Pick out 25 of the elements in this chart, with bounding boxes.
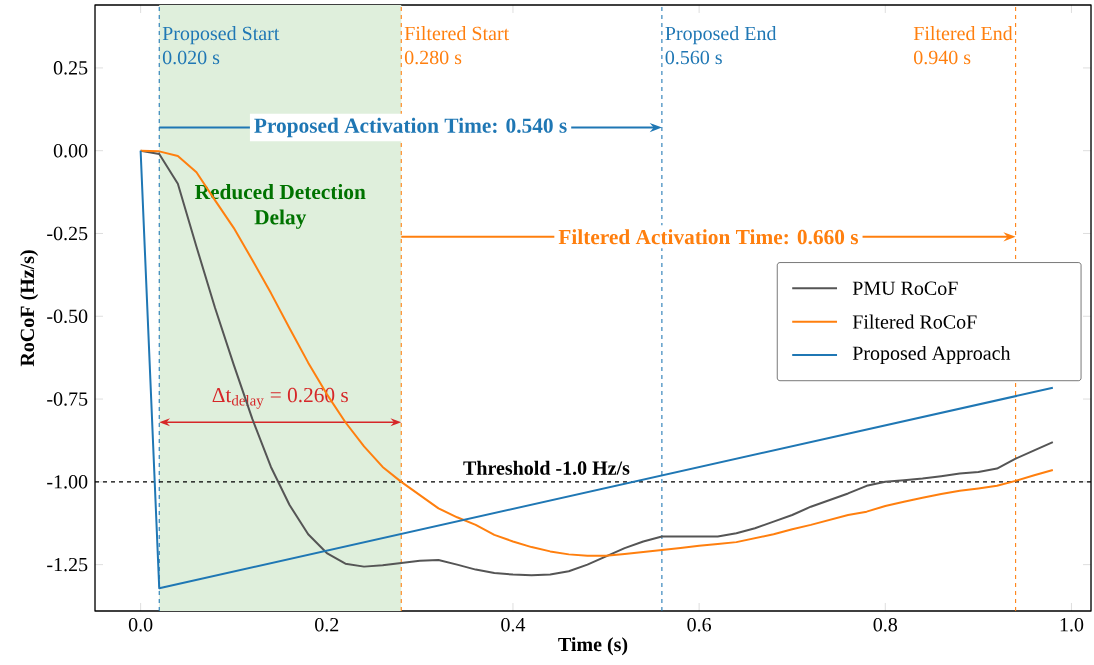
y-tick-label: -0.25: [47, 226, 88, 241]
ref-line-label: Threshold -1.0 Hz/s: [463, 460, 630, 475]
x-tick-label: 0.6: [687, 617, 712, 632]
y-tick-label: -0.50: [47, 309, 88, 324]
y-tick-label: 0.00: [53, 143, 88, 158]
x-tick-label: 0.8: [873, 617, 898, 632]
y-tick-label: -1.00: [47, 475, 88, 489]
ref-line-label: Proposed End 0.560 s: [665, 26, 777, 65]
annotation: Proposed Activation Time: 0.540 s: [254, 117, 567, 138]
y-tick-label: 0.25: [53, 61, 88, 75]
legend-label: PMU RoCoF: [852, 281, 958, 296]
ref-line-label: Filtered Start 0.280 s: [404, 26, 510, 65]
x-tick-label: 1.0: [1060, 617, 1084, 632]
legend-label: Proposed Approach: [852, 345, 1011, 365]
y-tick-label: -0.75: [47, 392, 88, 406]
x-axis-title: Time (s): [558, 637, 628, 656]
legend-label: Filtered RoCoF: [852, 314, 977, 329]
x-tick-label: 0.4: [501, 617, 526, 632]
x-tick-label: 0.0: [128, 617, 153, 632]
y-axis-title: RoCoF (Hz/s): [20, 250, 39, 367]
ref-line-label: Proposed Start 0.020 s: [162, 26, 280, 65]
ref-line-label: Filtered End 0.940 s: [913, 26, 1013, 65]
annotation: Filtered Activation Time: 0.660 s: [558, 229, 859, 245]
x-tick-label: 0.2: [315, 617, 339, 632]
y-tick-label: -1.25: [47, 557, 88, 572]
